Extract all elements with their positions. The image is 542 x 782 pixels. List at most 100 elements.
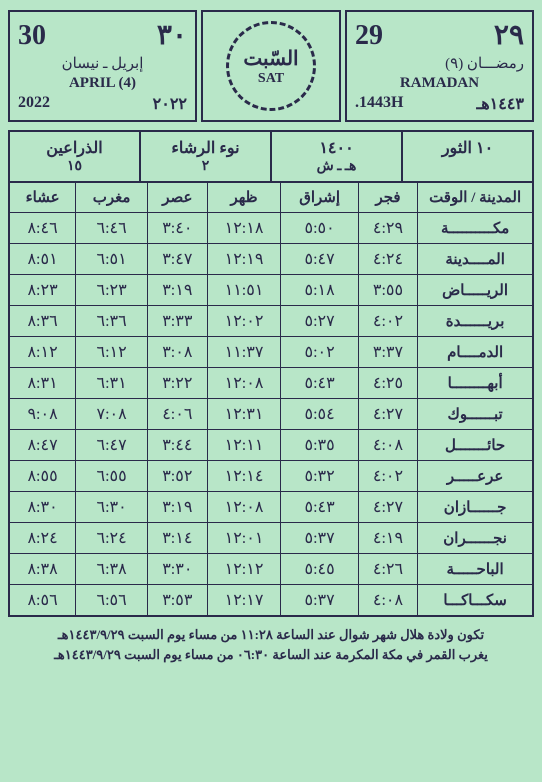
time-cell: ٥:٣٧ [281,585,358,617]
city-cell: الباحـــــة [418,554,533,585]
time-cell: ١٢:١٨ [207,213,281,244]
table-row: الريـــــاض٣:٥٥٥:١٨١١:٥١٣:١٩٦:٢٣٨:٢٣ [9,275,533,306]
subheader-cell-3: ١٤٠٠ هـ ـ ش [270,132,401,181]
gregorian-year-arabic: ٢٠٢٢ [153,94,187,114]
subheader-cell-4: ١٠ الثور [401,132,532,181]
time-cell: ٥:٣٧ [281,523,358,554]
time-cell: ٦:٢٣ [76,275,148,306]
time-cell: ٣:٤٤ [148,430,207,461]
time-cell: ٨:٥٥ [9,461,76,492]
table-row: حائـــــــل٤:٠٨٥:٣٥١٢:١١٣:٤٤٦:٤٧٨:٤٧ [9,430,533,461]
time-cell: ٣:٣٧ [358,337,417,368]
time-cell: ٣:٥٢ [148,461,207,492]
time-cell: ٣:٤٠ [148,213,207,244]
time-cell: ١٢:١٤ [207,461,281,492]
table-row: نجــــــران٤:١٩٥:٣٧١٢:٠١٣:١٤٦:٢٤٨:٢٤ [9,523,533,554]
time-cell: ١٢:٣١ [207,399,281,430]
table-header: المدينة / الوقتفجرإشراقظهرعصرمغربعشاء [9,182,533,213]
time-cell: ٨:٣١ [9,368,76,399]
time-cell: ٦:٣٨ [76,554,148,585]
time-cell: ٨:٣٦ [9,306,76,337]
time-cell: ٣:٠٨ [148,337,207,368]
city-cell: حائـــــــل [418,430,533,461]
subheader-3-line1: ١٤٠٠ [319,140,353,157]
city-cell: المــــدينة [418,244,533,275]
time-cell: ٩:٠٨ [9,399,76,430]
time-cell: ٣:٢٢ [148,368,207,399]
table-body: مكــــــــــة٤:٢٩٥:٥٠١٢:١٨٣:٤٠٦:٤٦٨:٤٦ال… [9,213,533,617]
time-cell: ١٢:١١ [207,430,281,461]
time-cell: ٤:٢٧ [358,399,417,430]
time-cell: ٤:٠٦ [148,399,207,430]
time-cell: ١٢:١٩ [207,244,281,275]
time-cell: ٨:٤٧ [9,430,76,461]
time-cell: ٨:٣٨ [9,554,76,585]
time-cell: ٥:٤٣ [281,368,358,399]
time-cell: ٣:٣٣ [148,306,207,337]
time-cell: ١٢:١٧ [207,585,281,617]
time-cell: ٥:٥٤ [281,399,358,430]
footer-line2: يغرب القمر في مكة المكرمة عند الساعة ٠٦:… [8,645,534,665]
time-cell: ٥:٠٢ [281,337,358,368]
hijri-day-latin: 29 [355,20,383,52]
footer-line1: تكون ولادة هلال شهر شوال عند الساعة ١١:٢… [8,625,534,645]
city-cell: أبهــــــــا [418,368,533,399]
hijri-date-box: ٢٩ 29 رمضـــان (٩) RAMADAN ١٤٤٣هـ 1443H. [345,10,534,122]
time-cell: ٧:٠٨ [76,399,148,430]
table-row: الدمــــام٣:٣٧٥:٠٢١١:٣٧٣:٠٨٦:١٢٨:١٢ [9,337,533,368]
time-cell: ٥:٤٥ [281,554,358,585]
time-cell: ٥:٤٣ [281,492,358,523]
hijri-month-latin: RAMADAN [355,75,524,92]
city-cell: الريـــــاض [418,275,533,306]
hijri-year-latin: 1443H. [355,94,403,114]
table-row: تبــــــوك٤:٢٧٥:٥٤١٢:٣١٤:٠٦٧:٠٨٩:٠٨ [9,399,533,430]
time-cell: ٤:٢٥ [358,368,417,399]
table-row: بريــــــدة٤:٠٢٥:٢٧١٢:٠٢٣:٣٣٦:٣٦٨:٣٦ [9,306,533,337]
time-cell: ١٢:٠٨ [207,368,281,399]
column-header: فجر [358,182,417,213]
time-cell: ٤:٠٢ [358,461,417,492]
column-header: عشاء [9,182,76,213]
subheader-2-line1: نوء الرشاء [171,140,239,157]
time-cell: ٣:٣٠ [148,554,207,585]
subheader-cell-1: الذراعين ١٥ [10,132,139,181]
time-cell: ٤:٠٢ [358,306,417,337]
time-cell: ٣:٤٧ [148,244,207,275]
gregorian-date-box: 30 ٣٠ إبريل ـ نيسان APRIL (4) 2022 ٢٠٢٢ [8,10,197,122]
time-cell: ٤:٢٩ [358,213,417,244]
time-cell: ٤:٢٤ [358,244,417,275]
column-header: ظهر [207,182,281,213]
day-arabic: السّبت [243,46,298,71]
column-header: عصر [148,182,207,213]
time-cell: ٦:٣٦ [76,306,148,337]
emblem-circle: السّبت SAT [226,21,316,111]
column-header: المدينة / الوقت [418,182,533,213]
city-cell: بريــــــدة [418,306,533,337]
subheader-cell-2: نوء الرشاء ٢ [139,132,270,181]
hijri-year-arabic: ١٤٤٣هـ [477,94,525,114]
table-row: أبهــــــــا٤:٢٥٥:٤٣١٢:٠٨٣:٢٢٦:٣١٨:٣١ [9,368,533,399]
time-cell: ٥:٣٥ [281,430,358,461]
subheader-1-line2: ١٥ [14,158,135,175]
table-row: المــــدينة٤:٢٤٥:٤٧١٢:١٩٣:٤٧٦:٥١٨:٥١ [9,244,533,275]
time-cell: ٥:٥٠ [281,213,358,244]
table-row: مكــــــــــة٤:٢٩٥:٥٠١٢:١٨٣:٤٠٦:٤٦٨:٤٦ [9,213,533,244]
hijri-day-arabic: ٢٩ [494,18,524,52]
time-cell: ٦:٥٥ [76,461,148,492]
time-cell: ٦:٣٠ [76,492,148,523]
time-cell: ٥:٣٢ [281,461,358,492]
time-cell: ٦:٥٦ [76,585,148,617]
time-cell: ٥:٢٧ [281,306,358,337]
table-row: الباحـــــة٤:٢٦٥:٤٥١٢:١٢٣:٣٠٦:٣٨٨:٣٨ [9,554,533,585]
column-header: مغرب [76,182,148,213]
time-cell: ٦:٤٦ [76,213,148,244]
gregorian-month-latin: APRIL (4) [18,75,187,92]
city-cell: سكـــاكـــا [418,585,533,617]
day-english: SAT [258,71,284,87]
prayer-times-table: المدينة / الوقتفجرإشراقظهرعصرمغربعشاء مك… [8,181,534,617]
time-cell: ٦:٣١ [76,368,148,399]
city-cell: نجــــــران [418,523,533,554]
day-emblem: السّبت SAT [201,10,341,122]
time-cell: ٣:١٩ [148,492,207,523]
time-cell: ٤:٢٧ [358,492,417,523]
